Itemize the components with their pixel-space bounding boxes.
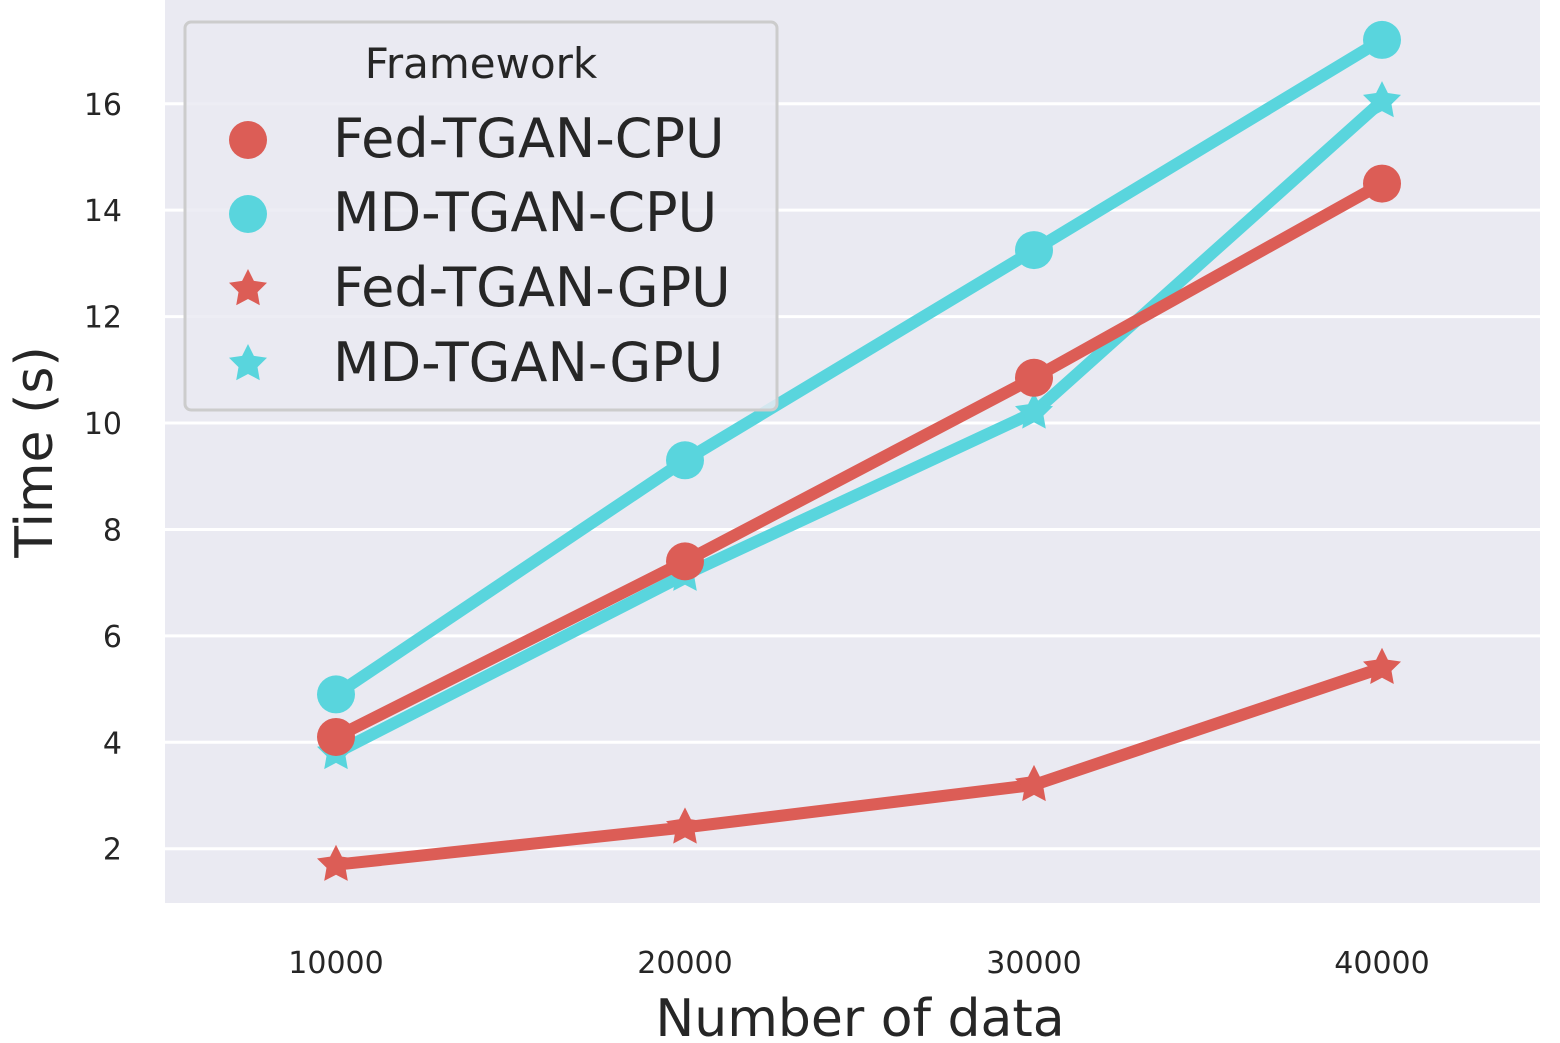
data-point [1363,20,1401,59]
data-point [1015,358,1053,397]
data-point [1015,764,1053,802]
data-point [1363,81,1401,118]
legend-marker [229,121,267,159]
legend-marker [229,269,267,306]
y-tick-label: 12 [84,301,122,336]
y-axis-title: Time (s) [5,346,65,558]
legend-label: MD-TGAN-CPU [333,181,717,244]
series-fed-tgan-cpu [317,164,1401,756]
legend-items: Fed-TGAN-CPU MD-TGAN-CPU Fed-TGAN-GPU MD-TG… [229,107,731,394]
series-md-tgan-cpu [317,20,1401,714]
legend-marker [229,344,267,381]
x-axis-title: Number of data [655,989,1064,1043]
data-point [666,441,704,480]
data-point [1015,392,1053,429]
y-tick-label: 4 [103,726,122,761]
x-axis: 10000 20000 30000 40000 [288,946,1429,981]
legend-label: Fed-TGAN-CPU [333,107,725,170]
legend: Framework Fed-TGAN-CPUMD-TGAN-CPUFed-TGA… [183,20,779,412]
series-line [330,95,1388,759]
legend-box [183,20,779,412]
y-tick-label: 10 [84,407,122,442]
series-line [330,177,1388,743]
series-layer [317,20,1401,881]
x-tick-label: 10000 [288,946,383,981]
data-point [1363,164,1401,203]
legend-label: Fed-TGAN-GPU [333,256,731,319]
series-fed-tgan-gpu [317,647,1401,881]
x-tick-label: 20000 [637,946,732,981]
legend-marker [229,195,267,233]
legend-label: MD-TGAN-GPU [333,331,723,394]
data-point [317,844,355,881]
y-axis: 2 4 6 8 10 12 14 16 [84,88,122,868]
y-tick-label: 6 [103,620,122,655]
y-tick-label: 14 [84,194,122,229]
data-point [317,717,355,756]
legend-item: MD-TGAN-CPU [229,181,717,244]
legend-title: Framework [365,39,598,88]
series-line [330,661,1388,871]
data-point [666,807,704,844]
legend-item: Fed-TGAN-CPU [229,107,725,170]
data-point [1363,647,1401,684]
data-point [317,675,355,714]
y-tick-label: 2 [103,833,122,868]
legend-item: Fed-TGAN-GPU [229,256,731,319]
legend-item: MD-TGAN-GPU [229,331,723,394]
series-line [330,33,1388,701]
data-point [666,542,704,581]
data-point [1015,231,1053,270]
x-tick-label: 30000 [986,946,1081,981]
x-tick-label: 40000 [1334,946,1429,981]
y-tick-label: 8 [103,513,122,548]
y-tick-label: 16 [84,88,122,123]
